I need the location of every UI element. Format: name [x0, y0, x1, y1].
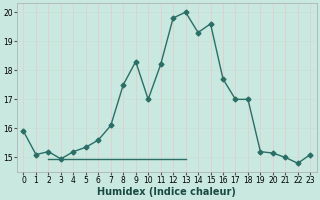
X-axis label: Humidex (Indice chaleur): Humidex (Indice chaleur) [98, 187, 236, 197]
